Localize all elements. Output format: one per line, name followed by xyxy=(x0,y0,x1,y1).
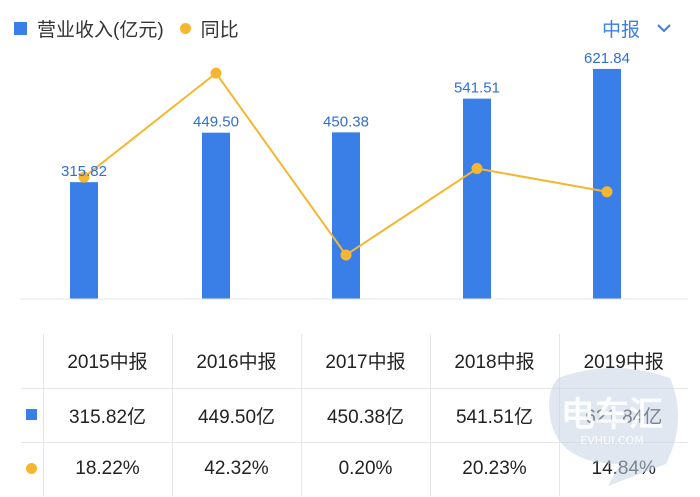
chart-legend: 营业收入(亿元) 同比 xyxy=(14,14,255,42)
table-row-icon-cell xyxy=(21,441,44,496)
bar-value-label: 541.51 xyxy=(454,80,500,97)
revenue-bar[interactable] xyxy=(332,132,360,299)
table-cell-yoy: 20.23% xyxy=(430,441,560,496)
period-selector-value: 中报 xyxy=(601,19,640,41)
table-header-cell: 2016中报 xyxy=(172,334,302,388)
legend-yoy-label: 同比 xyxy=(200,19,239,41)
table-cell-yoy: 0.20% xyxy=(301,441,431,496)
dot-swatch-icon xyxy=(179,22,191,34)
bar-value-label: 315.82 xyxy=(61,163,107,180)
revenue-chart: 315.82 449.50 450.38 541.51 621.84 xyxy=(20,50,688,300)
legend-item-revenue[interactable]: 营业收入(亿元) xyxy=(14,15,164,42)
dot-swatch-icon xyxy=(26,463,38,475)
bar-value-label: 450.38 xyxy=(323,113,369,130)
revenue-bar[interactable] xyxy=(593,68,621,300)
yoy-point[interactable] xyxy=(601,186,613,198)
table-header-cell: 2018中报 xyxy=(430,334,560,388)
table-header-cell: 2017中报 xyxy=(301,334,431,388)
table-row-revenue: 315.82亿 449.50亿 450.38亿 541.51亿 621.84亿 xyxy=(21,387,688,442)
table-row-icon-cell xyxy=(21,387,44,442)
revenue-bar[interactable] xyxy=(463,98,491,299)
table-cell-revenue: 450.38亿 xyxy=(301,387,431,442)
yoy-point[interactable] xyxy=(78,171,90,183)
yoy-point[interactable] xyxy=(340,249,352,261)
bar-swatch-icon xyxy=(14,21,27,35)
table-cell-yoy: 14.84% xyxy=(559,441,688,496)
legend-item-yoy[interactable]: 同比 xyxy=(179,15,239,42)
bar-value-label: 449.50 xyxy=(193,114,239,131)
table-cell-revenue: 621.84亿 xyxy=(559,387,688,442)
table-header-cell: 2019中报 xyxy=(583,352,664,374)
table-cell-revenue: 315.82亿 xyxy=(43,387,173,442)
period-selector[interactable]: 中报 xyxy=(602,14,672,42)
table-cell-revenue: 449.50亿 xyxy=(172,387,302,442)
table-corner-cell xyxy=(21,334,44,388)
table-header-row: 2015中报 2016中报 2017中报 2018中报 2019中报 xyxy=(21,334,688,388)
table-row-yoy: 18.22% 42.32% 0.20% 20.23% 14.84% xyxy=(21,441,688,496)
table-cell-yoy: 18.22% xyxy=(43,441,173,496)
bar-value-label: 621.84 xyxy=(584,50,630,67)
table-cell-revenue: 541.51亿 xyxy=(430,387,560,442)
data-table: 2015中报 2016中报 2017中报 2018中报 2019中报 315.8… xyxy=(21,334,688,496)
revenue-bar[interactable] xyxy=(70,182,98,299)
table-cell-yoy: 42.32% xyxy=(172,441,302,496)
chevron-down-icon xyxy=(657,24,671,33)
legend-revenue-label: 营业收入(亿元) xyxy=(37,19,164,41)
table-header-cell: 2015中报 xyxy=(43,334,173,388)
yoy-point[interactable] xyxy=(471,163,483,175)
bar-swatch-icon xyxy=(26,409,38,420)
yoy-point[interactable] xyxy=(210,67,222,79)
revenue-bar[interactable] xyxy=(202,132,230,299)
